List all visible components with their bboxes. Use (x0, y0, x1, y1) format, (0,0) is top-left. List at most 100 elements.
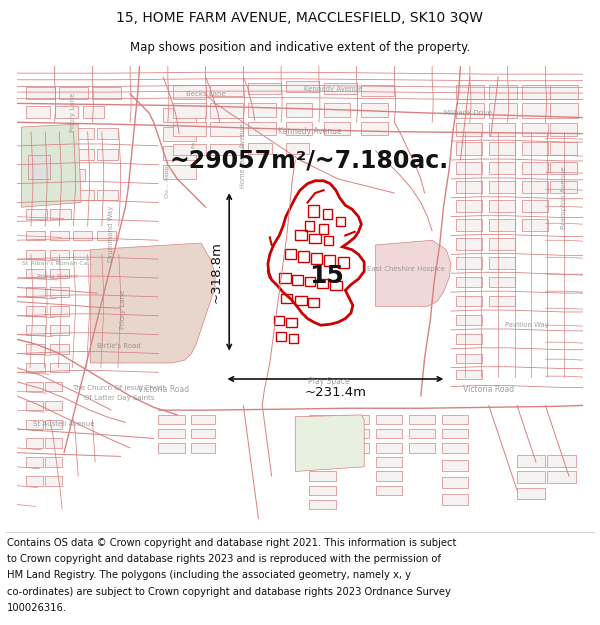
Polygon shape (310, 443, 336, 452)
Polygon shape (489, 296, 515, 306)
Text: ~29057m²/~7.180ac.: ~29057m²/~7.180ac. (170, 148, 449, 172)
Text: Priory Lane: Priory Lane (70, 93, 76, 132)
Text: co-ordinates) are subject to Crown copyright and database rights 2023 Ordnance S: co-ordinates) are subject to Crown copyr… (7, 587, 451, 597)
Polygon shape (456, 238, 482, 249)
Text: ~231.4m: ~231.4m (304, 386, 367, 399)
Polygon shape (50, 363, 69, 372)
Polygon shape (45, 458, 62, 467)
Text: Victoria Road: Victoria Road (463, 385, 514, 394)
Polygon shape (343, 443, 369, 452)
Polygon shape (310, 486, 336, 495)
Polygon shape (489, 181, 515, 193)
Polygon shape (163, 146, 196, 160)
Polygon shape (522, 162, 548, 174)
Polygon shape (489, 142, 515, 155)
Text: Victoria Road: Victoria Road (137, 385, 189, 394)
Text: Map shows position and indicative extent of the property.: Map shows position and indicative extent… (130, 41, 470, 54)
Polygon shape (286, 122, 312, 136)
Polygon shape (456, 369, 482, 379)
Polygon shape (73, 169, 85, 181)
Text: 15: 15 (309, 264, 344, 288)
Polygon shape (456, 354, 482, 363)
Polygon shape (45, 419, 62, 429)
Text: St Alban's Röman Ca…: St Alban's Röman Ca… (22, 261, 93, 266)
Polygon shape (442, 494, 468, 506)
Polygon shape (50, 209, 71, 219)
Polygon shape (26, 458, 43, 467)
Polygon shape (547, 471, 575, 483)
Polygon shape (310, 415, 336, 424)
Text: St Austell Avenue: St Austell Avenue (33, 421, 95, 428)
Polygon shape (26, 476, 43, 486)
Polygon shape (376, 443, 402, 452)
Polygon shape (211, 103, 244, 118)
Polygon shape (248, 103, 277, 117)
Polygon shape (97, 128, 118, 139)
Polygon shape (456, 142, 482, 155)
Text: Kennedy Avenue: Kennedy Avenue (278, 127, 341, 136)
Text: Birtle's Road: Birtle's Road (97, 343, 140, 349)
Polygon shape (26, 288, 45, 297)
Polygon shape (83, 106, 104, 118)
Polygon shape (26, 439, 43, 448)
Polygon shape (97, 190, 118, 199)
Polygon shape (26, 249, 45, 259)
Polygon shape (456, 123, 482, 136)
Text: Home Farm Avenue: Home Farm Avenue (241, 123, 247, 188)
Polygon shape (45, 382, 62, 391)
Polygon shape (456, 181, 482, 193)
Polygon shape (50, 344, 69, 354)
Polygon shape (50, 325, 69, 334)
Polygon shape (489, 162, 515, 174)
Polygon shape (26, 190, 47, 199)
Polygon shape (26, 363, 45, 372)
Text: Drummond Way: Drummond Way (108, 206, 114, 262)
Polygon shape (343, 415, 369, 424)
Polygon shape (173, 84, 206, 99)
Polygon shape (50, 169, 71, 181)
Polygon shape (286, 103, 312, 117)
Polygon shape (489, 199, 515, 212)
Polygon shape (550, 162, 577, 174)
Polygon shape (550, 123, 577, 136)
Polygon shape (442, 415, 468, 424)
Polygon shape (158, 429, 185, 439)
Polygon shape (26, 88, 55, 99)
Polygon shape (361, 84, 394, 96)
Text: Of Latter Day Saints: Of Latter Day Saints (83, 395, 154, 401)
Polygon shape (409, 429, 435, 439)
Polygon shape (26, 106, 50, 118)
Polygon shape (489, 238, 515, 249)
Polygon shape (517, 471, 545, 483)
Polygon shape (442, 477, 468, 489)
Polygon shape (489, 277, 515, 288)
Polygon shape (286, 143, 310, 154)
Polygon shape (310, 500, 336, 509)
Polygon shape (323, 122, 350, 136)
Text: HM Land Registry. The polygons (including the associated geometry, namely x, y: HM Land Registry. The polygons (includin… (7, 571, 411, 581)
Polygon shape (456, 84, 484, 99)
Polygon shape (50, 306, 69, 316)
Polygon shape (163, 108, 196, 122)
Polygon shape (376, 240, 451, 306)
Polygon shape (323, 103, 350, 117)
Polygon shape (456, 334, 482, 344)
Polygon shape (163, 165, 196, 179)
Polygon shape (456, 219, 482, 231)
Polygon shape (286, 81, 319, 92)
Polygon shape (173, 144, 206, 155)
Polygon shape (310, 458, 336, 467)
Polygon shape (26, 231, 45, 240)
Polygon shape (26, 306, 45, 316)
Polygon shape (73, 149, 94, 160)
Polygon shape (550, 84, 578, 99)
Text: Kennedy Avenue: Kennedy Avenue (304, 86, 362, 92)
Polygon shape (376, 429, 402, 439)
Polygon shape (442, 429, 468, 439)
Polygon shape (97, 149, 118, 160)
Polygon shape (248, 122, 277, 136)
Polygon shape (550, 103, 578, 118)
Polygon shape (45, 439, 62, 448)
Polygon shape (517, 488, 545, 499)
Text: Play Space: Play Space (308, 378, 349, 386)
